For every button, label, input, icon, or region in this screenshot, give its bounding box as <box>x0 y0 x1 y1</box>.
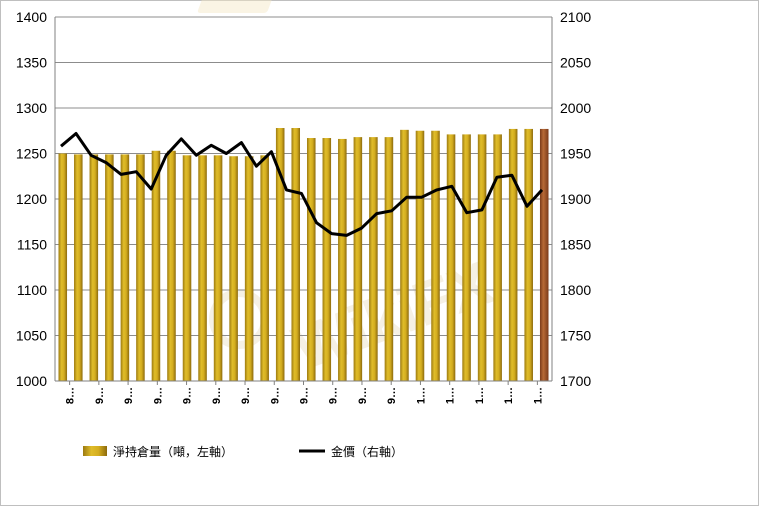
x-tick-label: 8… <box>65 387 77 404</box>
x-tick-label: 1… <box>445 387 457 404</box>
bar <box>306 138 316 381</box>
left-tick-label: 1000 <box>16 373 47 389</box>
x-tick-label: 9… <box>357 387 369 404</box>
bar <box>369 137 378 381</box>
bar <box>213 155 223 381</box>
left-tick-label: 1250 <box>16 146 47 162</box>
bar <box>275 128 285 381</box>
x-tick-label: 1… <box>415 387 427 404</box>
bar <box>400 129 409 381</box>
right-tick-label: 2100 <box>560 9 591 25</box>
bar <box>120 154 130 381</box>
bar <box>198 155 207 381</box>
bar <box>431 130 440 381</box>
bar <box>524 128 533 381</box>
bar <box>415 130 425 381</box>
bar <box>446 134 456 381</box>
legend-label-gold-price: 金價（右軸） <box>331 444 403 459</box>
bar <box>105 154 114 381</box>
left-tick-label: 1400 <box>16 9 47 25</box>
x-tick-label: 9… <box>328 387 340 404</box>
bar <box>260 155 269 381</box>
x-tick-label: 9… <box>299 387 311 404</box>
bar <box>167 150 176 381</box>
x-tick-label: 9… <box>123 387 135 404</box>
bar <box>89 154 99 381</box>
bar <box>229 156 238 381</box>
right-axis-ticks: 1700 1750 1800 1850 1900 1950 2000 2050 2100 <box>560 9 591 389</box>
watermark-badge <box>196 0 276 13</box>
bar <box>384 137 394 381</box>
x-tick-label: 1… <box>503 387 515 404</box>
legend: 淨持倉量（噸，左軸） 金價（右軸） <box>83 444 403 459</box>
left-axis-ticks: 1000 1050 1100 1150 1200 1250 1300 1350 1400 <box>16 9 47 389</box>
bars <box>58 128 549 381</box>
x-tick-label: 9… <box>211 387 223 404</box>
bar <box>338 138 347 381</box>
bar <box>539 128 549 381</box>
x-tick-label: 9… <box>269 387 281 404</box>
x-tick-label: 1… <box>532 387 544 404</box>
bar <box>58 153 68 381</box>
right-tick-label: 1800 <box>560 282 591 298</box>
left-tick-label: 1200 <box>16 191 47 207</box>
x-tick-label: 9… <box>240 387 252 404</box>
left-tick-label: 1150 <box>17 237 47 253</box>
right-tick-label: 1700 <box>560 373 591 389</box>
right-tick-label: 1900 <box>560 191 591 207</box>
right-tick-label: 1850 <box>560 237 591 253</box>
bar <box>493 134 502 381</box>
bar <box>291 128 301 381</box>
bar <box>136 154 145 381</box>
left-tick-label: 1350 <box>16 55 47 71</box>
right-tick-label: 1950 <box>560 146 591 162</box>
left-tick-label: 1050 <box>16 328 47 344</box>
right-tick-label: 2050 <box>560 55 591 71</box>
x-axis-ticks: 8… 9… 9… 9… 9… 9… 9… 9… 9… 9… 9… 9… 1… 1… 1… 1… 1… <box>65 381 544 404</box>
x-tick-label: 1… <box>474 387 486 404</box>
bar <box>182 155 192 381</box>
bar <box>244 156 254 381</box>
bar <box>353 137 363 381</box>
x-tick-label: 9… <box>386 387 398 404</box>
bar <box>477 134 487 381</box>
gold-price-line <box>60 132 544 237</box>
legend-bar-swatch <box>83 446 107 456</box>
bar <box>74 154 83 381</box>
bar <box>151 150 161 381</box>
bar <box>322 138 332 381</box>
legend-label-net-holdings: 淨持倉量（噸，左軸） <box>113 444 233 459</box>
left-tick-label: 1300 <box>16 100 47 116</box>
bar <box>462 134 471 381</box>
x-tick-label: 9… <box>94 387 106 404</box>
bar <box>508 128 518 381</box>
right-tick-label: 2000 <box>560 100 591 116</box>
left-tick-label: 1100 <box>17 282 47 298</box>
x-tick-label: 9… <box>182 387 194 404</box>
gold-price-line-group <box>60 132 544 237</box>
x-tick-label: 9… <box>152 387 164 404</box>
right-tick-label: 1750 <box>560 328 591 344</box>
